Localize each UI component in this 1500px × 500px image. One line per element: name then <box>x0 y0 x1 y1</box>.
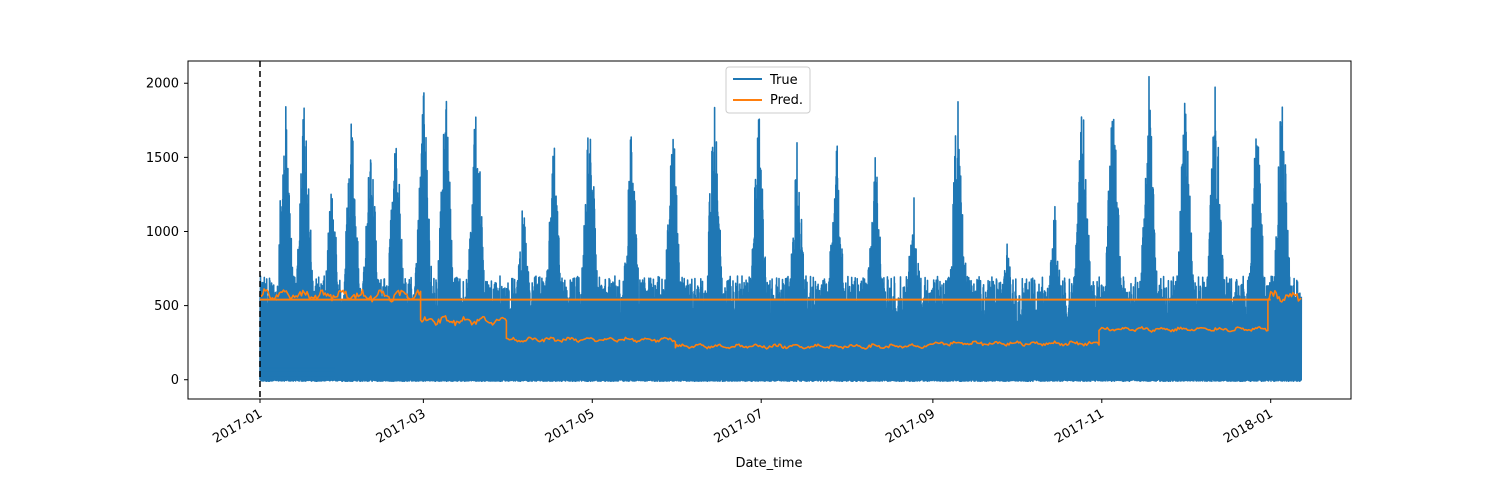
y-tick-label: 1000 <box>146 225 179 240</box>
y-axis: 0 500 1000 1500 2000 <box>146 77 188 388</box>
y-tick-label: 0 <box>171 373 179 388</box>
y-tick-label: 2000 <box>146 77 179 92</box>
series-pred-line <box>259 288 1302 350</box>
series-true <box>259 75 1303 383</box>
legend-label-pred: Pred. <box>770 93 803 108</box>
series-pred <box>259 288 1302 350</box>
y-tick-label: 500 <box>154 299 179 314</box>
plot-frame <box>187 60 1352 400</box>
x-axis-label: Date_time <box>736 456 803 471</box>
y-tick-label: 1500 <box>146 151 179 166</box>
legend-label-true: True <box>769 73 798 88</box>
series-true-line <box>259 75 1303 383</box>
legend[interactable]: True Pred. <box>725 66 811 114</box>
plot-area <box>259 61 1303 399</box>
